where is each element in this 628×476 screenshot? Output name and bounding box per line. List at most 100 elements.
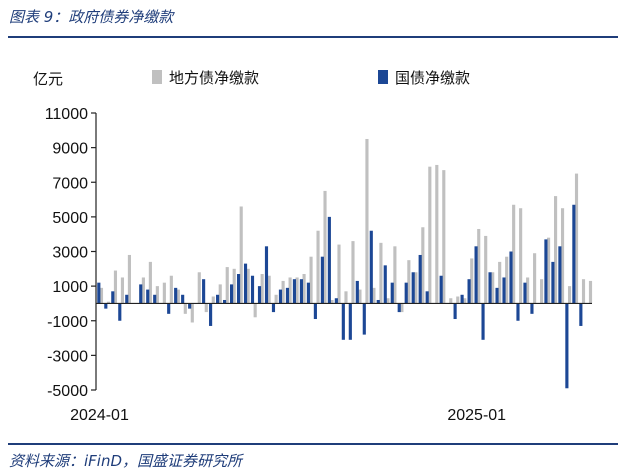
y-tick-label: 9000 <box>52 141 88 158</box>
bar-national <box>257 286 262 304</box>
bar-local <box>477 228 481 304</box>
bar-national <box>174 287 178 304</box>
bar-national <box>495 287 499 304</box>
bar-national <box>236 274 241 304</box>
bar-national <box>243 263 248 304</box>
bar-national <box>544 239 548 304</box>
bar-local <box>113 270 118 304</box>
bar-local <box>400 303 404 313</box>
bar-national <box>118 303 122 321</box>
y-tick-label: 3000 <box>52 245 88 262</box>
legend-national-bonds: 国债净缴款 <box>378 67 470 87</box>
x-tick-label: 2024-01 <box>70 407 129 424</box>
bar-national <box>488 272 492 304</box>
bar-national <box>125 294 129 304</box>
bar-local <box>162 282 166 304</box>
bar-national <box>397 303 401 313</box>
bar-national <box>181 294 185 304</box>
bar-local <box>449 298 453 304</box>
legend-local-bonds: 地方债净缴款 <box>152 67 259 87</box>
bar-national <box>202 279 206 304</box>
bar-national <box>418 254 422 304</box>
bar-local <box>484 235 488 304</box>
bar-local <box>120 277 125 304</box>
bar-national <box>327 216 331 304</box>
bar-national <box>404 282 408 304</box>
bar-national <box>167 303 171 314</box>
bar-national <box>530 303 534 314</box>
bar-local <box>407 260 411 304</box>
bar-national <box>411 272 415 304</box>
bar-national <box>558 246 562 304</box>
bar-national <box>299 279 303 304</box>
legend-swatch-national <box>378 70 388 84</box>
bar-local <box>246 268 250 304</box>
bar-local <box>288 277 292 304</box>
legend-label-local: 地方债净缴款 <box>169 68 260 87</box>
bar-local <box>588 280 593 304</box>
bar-national <box>216 294 220 304</box>
bar-local <box>232 268 236 304</box>
source-note: 资料来源：iFinD，国盛证券研究所 <box>9 452 243 470</box>
bar-national <box>223 299 227 304</box>
bar-national <box>97 282 101 304</box>
bar-local <box>526 277 530 304</box>
legend-label-national: 国债净缴款 <box>395 68 471 87</box>
bar-local <box>169 275 173 304</box>
bar-national <box>292 279 296 304</box>
bar-local <box>372 287 376 304</box>
bar-national <box>579 303 583 326</box>
bar-national <box>334 298 338 304</box>
y-tick-label: 5000 <box>52 210 88 227</box>
bar-national <box>348 303 352 340</box>
bar-local <box>337 244 341 304</box>
y-tick-label: -1000 <box>47 314 88 331</box>
bar-local <box>463 298 467 304</box>
bar-national <box>383 265 387 304</box>
bar-local <box>358 289 362 304</box>
bar-local <box>218 284 222 304</box>
bar-local <box>211 296 215 304</box>
bar-local <box>302 274 306 304</box>
bar-national <box>306 282 310 304</box>
bar-national <box>467 279 471 304</box>
bar-local <box>281 280 285 304</box>
bar-national <box>229 284 234 304</box>
bar-local <box>309 256 313 304</box>
bar-local <box>183 303 187 314</box>
bar-national <box>509 251 513 304</box>
bar-local <box>344 291 348 304</box>
x-tick-label: 2025-01 <box>447 407 506 424</box>
bar-national <box>264 246 269 304</box>
bar-national <box>516 303 520 321</box>
y-axis-unit: 亿元 <box>33 70 64 88</box>
bar-national <box>188 303 192 309</box>
bar-local <box>225 267 229 304</box>
bar-local <box>148 261 152 304</box>
bar-local <box>554 196 558 304</box>
bar-local <box>204 303 208 313</box>
bar-local <box>351 241 355 304</box>
bar-national <box>474 246 478 304</box>
bar-national <box>250 275 255 304</box>
bar-local <box>519 208 523 304</box>
bar-local <box>190 303 194 323</box>
y-tick-label: 1000 <box>52 279 88 296</box>
bar-local <box>428 166 432 304</box>
bar-local <box>127 254 131 304</box>
bar-national <box>285 287 290 304</box>
top-rule <box>8 36 618 38</box>
bar-national <box>439 275 443 304</box>
bar-local <box>414 272 418 304</box>
bar-national <box>523 282 527 304</box>
bar-national <box>565 303 569 389</box>
bar-local <box>323 190 327 304</box>
bar-local <box>155 286 159 304</box>
bottom-rule <box>8 443 618 445</box>
bar-local <box>386 298 390 304</box>
bar-local <box>239 206 243 304</box>
bar-national <box>104 303 108 309</box>
bar-local <box>421 227 425 304</box>
bar-local <box>574 173 579 304</box>
